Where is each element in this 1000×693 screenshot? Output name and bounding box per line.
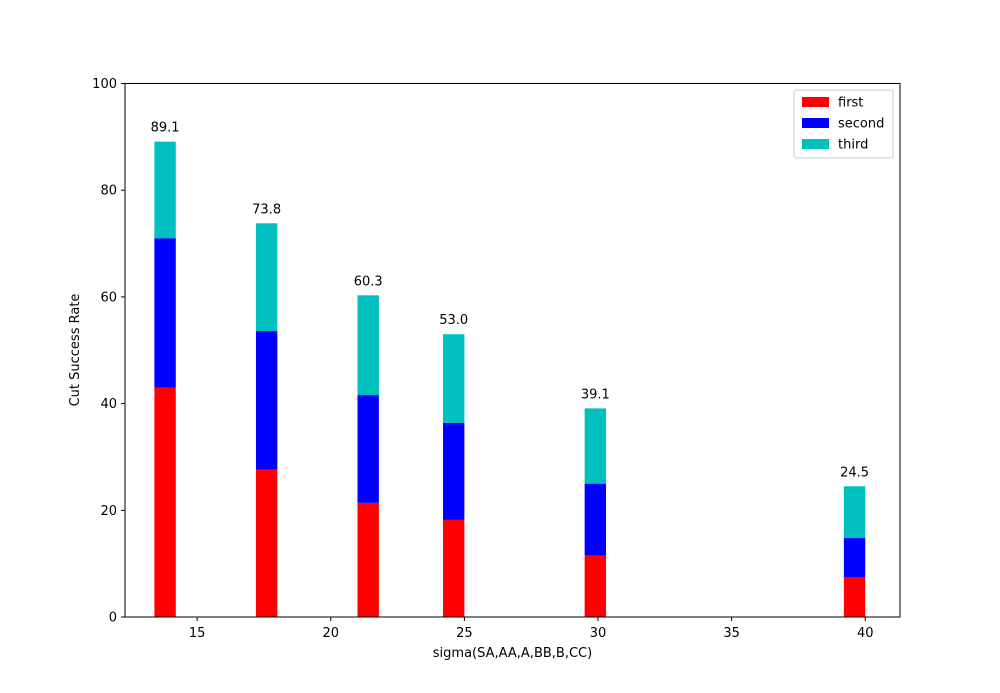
y-tick-label-2: 40 xyxy=(100,397,117,412)
x-tick-label-0: 15 xyxy=(189,626,206,641)
y-tick-label-4: 80 xyxy=(100,184,117,199)
y-tick-label-1: 20 xyxy=(100,504,117,519)
bar-third-2 xyxy=(357,295,379,396)
legend: first second third xyxy=(793,89,894,159)
bar-third-1 xyxy=(255,223,278,332)
total-label-1: 73.8 xyxy=(252,202,281,217)
plot-frame xyxy=(124,83,901,618)
bar-second-3 xyxy=(443,422,465,520)
x-tick-label-3: 30 xyxy=(590,626,607,641)
bars-layer xyxy=(154,141,866,617)
legend-label-first: first xyxy=(838,96,863,111)
bar-first-4 xyxy=(584,555,607,617)
total-label-5: 24.5 xyxy=(840,465,869,480)
x-tick-label-4: 35 xyxy=(723,626,740,641)
y-axis: 0 20 40 60 80 100 xyxy=(92,77,125,626)
bar-third-4 xyxy=(584,408,607,484)
x-axis-label: sigma(SA,AA,A,BB,B,CC) xyxy=(433,646,592,661)
total-label-2: 60.3 xyxy=(354,274,383,289)
bar-third-5 xyxy=(843,486,866,539)
bar-first-1 xyxy=(255,469,278,617)
bar-third-0 xyxy=(154,141,176,239)
bar-first-5 xyxy=(843,576,866,617)
legend-label-second: second xyxy=(838,117,884,132)
bar-first-2 xyxy=(357,502,379,617)
bar-second-2 xyxy=(357,395,379,503)
y-tick-label-0: 0 xyxy=(109,611,117,626)
x-tick-label-5: 40 xyxy=(857,626,874,641)
total-label-3: 53.0 xyxy=(439,313,468,328)
bar-second-1 xyxy=(255,331,278,470)
x-tick-label-1: 20 xyxy=(323,626,340,641)
bar-first-0 xyxy=(154,387,176,617)
bar-first-3 xyxy=(443,519,465,617)
bar-second-0 xyxy=(154,238,176,388)
y-axis-label: Cut Success Rate xyxy=(68,294,83,407)
legend-label-third: third xyxy=(838,138,868,153)
legend-swatch-third xyxy=(802,139,829,149)
x-axis: 15 20 25 30 35 40 xyxy=(189,617,874,641)
y-tick-label-5: 100 xyxy=(92,77,117,92)
bar-second-5 xyxy=(843,538,866,577)
y-tick-label-3: 60 xyxy=(100,290,117,305)
bar-third-3 xyxy=(443,334,465,423)
total-labels-layer: 89.1 73.8 60.3 53.0 39.1 24.5 xyxy=(151,121,869,481)
legend-swatch-first xyxy=(802,97,829,107)
total-label-4: 39.1 xyxy=(581,387,610,402)
legend-swatch-second xyxy=(802,118,829,128)
bar-second-4 xyxy=(584,483,607,556)
total-label-0: 89.1 xyxy=(151,121,180,136)
x-tick-label-2: 25 xyxy=(456,626,473,641)
